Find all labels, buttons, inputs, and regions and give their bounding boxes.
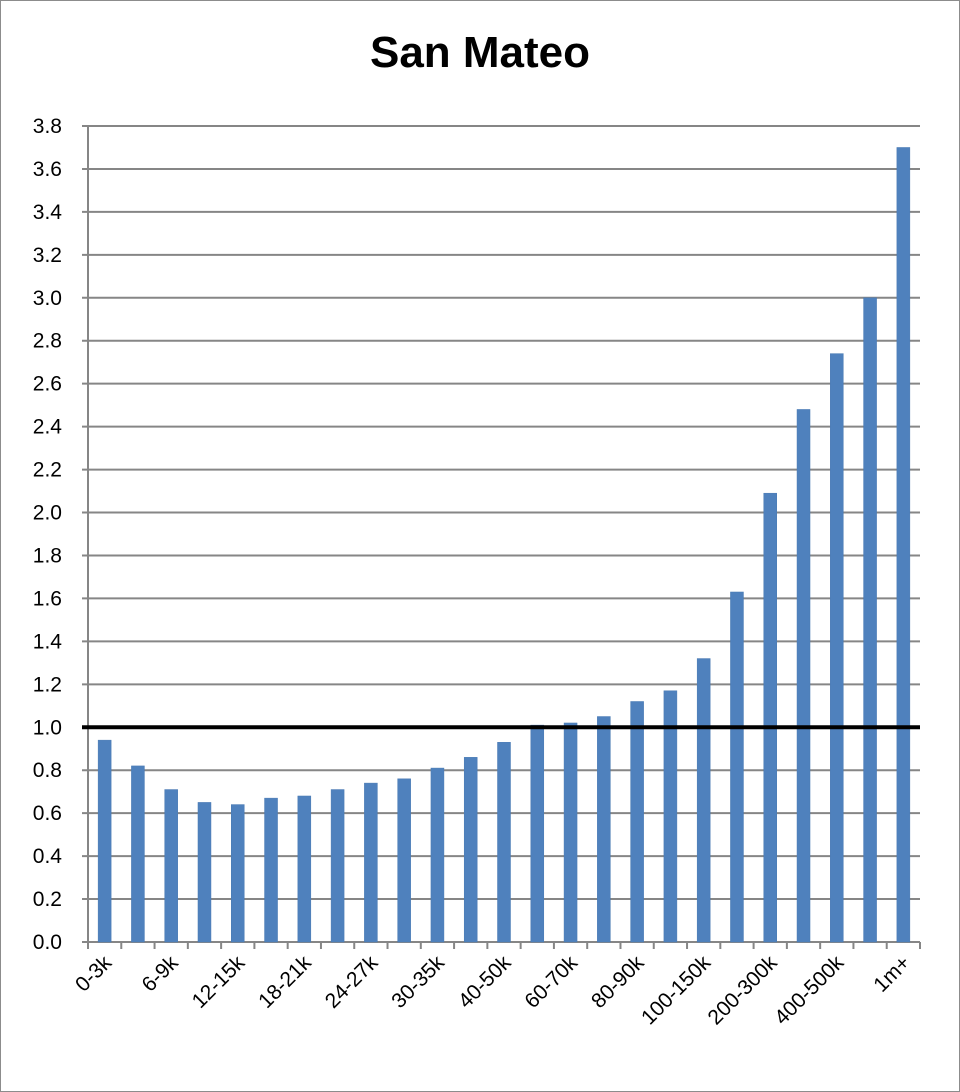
x-tick-label: 12-15k bbox=[188, 951, 250, 1013]
bar bbox=[397, 778, 411, 943]
bar bbox=[796, 409, 811, 943]
x-tick-label: 80-90k bbox=[587, 951, 649, 1013]
bar bbox=[896, 147, 911, 943]
bar bbox=[863, 297, 877, 943]
bar bbox=[164, 789, 178, 943]
bar bbox=[563, 722, 578, 943]
y-tick-label: 1.8 bbox=[33, 544, 62, 567]
bar bbox=[763, 492, 777, 943]
x-tick-label: 24-27k bbox=[321, 951, 383, 1013]
y-tick-label: 3.2 bbox=[33, 244, 62, 267]
bar bbox=[463, 757, 478, 943]
x-tick-label: 0-3k bbox=[71, 951, 117, 997]
bar bbox=[630, 701, 644, 943]
x-tick-label: 60-70k bbox=[520, 951, 582, 1013]
x-tick-label: 1m+ bbox=[869, 951, 915, 997]
x-tick-label: 200-300k bbox=[704, 951, 783, 1030]
y-tick-label: 0.4 bbox=[33, 845, 63, 868]
x-tick-label: 30-35k bbox=[387, 951, 449, 1013]
bar bbox=[597, 716, 611, 943]
bar bbox=[696, 658, 711, 943]
chart-title: San Mateo bbox=[369, 28, 591, 77]
x-tick-label: 6-9k bbox=[138, 951, 184, 997]
y-tick-label: 2.0 bbox=[33, 502, 62, 525]
bar bbox=[131, 765, 145, 943]
bar bbox=[197, 802, 212, 943]
y-tick-label: 2.8 bbox=[33, 330, 62, 353]
y-tick-label: 3.6 bbox=[33, 158, 62, 181]
y-tick-label: 0.8 bbox=[33, 759, 62, 782]
bar bbox=[231, 804, 245, 943]
y-tick-label: 1.6 bbox=[33, 587, 62, 610]
y-tick-label: 0.0 bbox=[33, 931, 62, 954]
y-tick-label: 3.4 bbox=[33, 201, 63, 224]
bar bbox=[97, 739, 112, 943]
bar bbox=[530, 724, 545, 943]
x-tick-label: 100-150k bbox=[637, 951, 716, 1030]
bar bbox=[297, 795, 312, 943]
y-tick-label: 3.0 bbox=[33, 287, 62, 310]
x-tick-label: 40-50k bbox=[454, 951, 516, 1013]
bar bbox=[364, 782, 378, 943]
bar bbox=[430, 767, 445, 943]
y-tick-label: 1.4 bbox=[33, 630, 63, 653]
x-tick-label: 18-21k bbox=[254, 951, 316, 1013]
y-tick-label: 2.6 bbox=[33, 373, 62, 396]
y-tick-label: 2.2 bbox=[33, 459, 62, 482]
y-tick-label: 0.2 bbox=[33, 888, 62, 911]
x-tick-label: 400-500k bbox=[770, 951, 849, 1030]
y-tick-label: 2.4 bbox=[33, 416, 63, 439]
y-tick-label: 0.6 bbox=[33, 802, 62, 825]
bar bbox=[330, 789, 345, 943]
y-tick-label: 1.2 bbox=[33, 673, 62, 696]
bar bbox=[730, 591, 744, 943]
bar bbox=[497, 742, 511, 943]
bar bbox=[663, 690, 678, 943]
bar bbox=[264, 797, 278, 943]
y-tick-label: 3.8 bbox=[33, 115, 62, 138]
y-tick-label: 1.0 bbox=[33, 716, 62, 739]
bar bbox=[830, 353, 844, 943]
